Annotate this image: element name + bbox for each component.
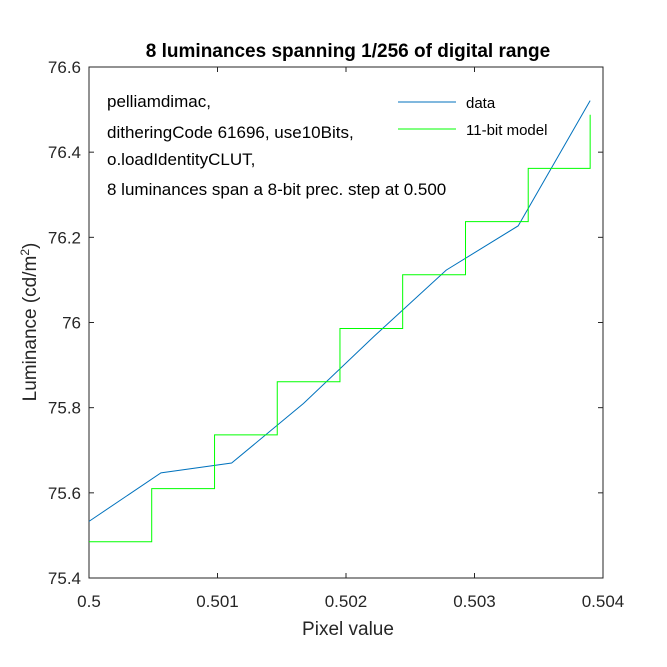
- x-tick-label: 0.502: [325, 592, 368, 611]
- x-axis-label: Pixel value: [302, 619, 394, 640]
- x-tick-label: 0.5: [77, 592, 101, 611]
- y-axis-label-end: ): [20, 243, 41, 249]
- y-axis-label-main: Luminance (cd/m: [20, 256, 41, 402]
- annotation-line: o.loadIdentityCLUT,: [107, 150, 255, 169]
- y-tick-label: 75.6: [48, 484, 81, 503]
- chart-title: 8 luminances spanning 1/256 of digital r…: [146, 41, 550, 62]
- x-tick-label: 0.504: [582, 592, 625, 611]
- annotation: pelliamdimac, ditheringCode 61696, use10…: [107, 92, 446, 199]
- y-tick-label: 76: [62, 314, 81, 333]
- annotation-line: pelliamdimac,: [107, 92, 211, 111]
- y-tick-label: 76.2: [48, 228, 81, 247]
- legend-label-model: 11-bit model: [466, 122, 547, 139]
- y-tick-label: 76.6: [48, 58, 81, 77]
- annotation-line: ditheringCode 61696, use10Bits,: [107, 123, 354, 142]
- legend: data 11-bit model: [398, 95, 547, 139]
- y-tick-label: 76.4: [48, 143, 81, 162]
- y-tick-label: 75.4: [48, 569, 81, 588]
- x-tick-label: 0.501: [196, 592, 239, 611]
- x-tick-label: 0.503: [453, 592, 496, 611]
- axis-ticks: 0.5 0.501 0.502 0.503 0.504 75.4 75.6 75.8 76 76.…: [48, 58, 624, 611]
- series-layer: [88, 100, 591, 543]
- annotation-line: 8 luminances span a 8-bit prec. step at …: [107, 180, 446, 199]
- y-axis-label-sup: 2: [18, 249, 32, 256]
- series-line-model: [89, 114, 591, 543]
- series-line-data: [88, 100, 591, 522]
- plot-area: [88, 66, 604, 579]
- y-tick-label: 75.8: [48, 399, 81, 418]
- y-axis-label: Luminance (cd/m2): [18, 243, 41, 402]
- legend-label-data: data: [466, 95, 496, 112]
